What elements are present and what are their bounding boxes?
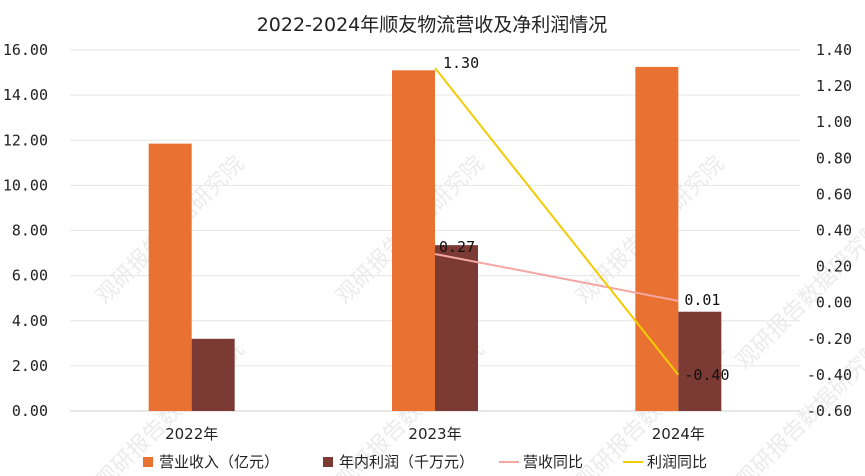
y-right-tick-label: -0.60	[807, 402, 852, 420]
series-line	[434, 67, 680, 376]
y-left-tick-label: 2.00	[12, 357, 48, 375]
legend-label: 营收同比	[523, 453, 583, 471]
legend-label: 利润同比	[647, 453, 707, 471]
x-tick-label: 2024年	[652, 425, 705, 443]
y-left-tick-label: 6.00	[12, 267, 48, 285]
y-right-tick-label: 0.20	[816, 258, 852, 276]
y-right-tick-label: 0.40	[816, 222, 852, 240]
bar	[435, 245, 478, 411]
x-tick-label: 2022年	[165, 425, 218, 443]
y-right-tick-label: 0.60	[816, 185, 852, 203]
bar	[191, 338, 235, 411]
data-label: 1.30	[443, 54, 479, 72]
legend-label: 营业收入（亿元）	[159, 453, 279, 471]
legend-label: 年内利润（千万元）	[339, 453, 474, 471]
line-series: 0.27 0.01 1.30 -0.40	[434, 54, 729, 384]
data-label: 0.01	[684, 291, 720, 309]
y-left-tick-label: 8.00	[12, 222, 48, 240]
bar	[635, 66, 679, 411]
y-right-tick-label: -0.40	[807, 366, 852, 384]
y-left-tick-label: 4.00	[12, 312, 48, 330]
y-right-tick-label: 1.00	[816, 113, 852, 131]
y-left-tick-label: 14.00	[3, 86, 48, 104]
bar	[678, 311, 722, 411]
legend: 营业收入（亿元） 年内利润（千万元） 营收同比 利润同比	[143, 453, 707, 471]
legend-swatch	[143, 457, 153, 467]
bar-series	[148, 66, 722, 412]
y-axis-right: -0.60 -0.40 -0.20 0.00 0.20 0.40 0.60 0.80 1.00 1…	[807, 41, 852, 420]
data-label: -0.40	[684, 366, 729, 384]
y-left-tick-label: 0.00	[12, 402, 48, 420]
chart-title: 2022-2024年顺友物流营收及净利润情况	[257, 14, 608, 36]
bar	[148, 143, 192, 411]
y-left-tick-label: 10.00	[3, 176, 48, 194]
y-axis-left: 0.00 2.00 4.00 6.00 8.00 10.00 12.00 14.00 16.00	[3, 41, 48, 420]
y-right-tick-label: 0.80	[816, 149, 852, 167]
y-left-tick-label: 12.00	[3, 131, 48, 149]
y-right-tick-label: -0.20	[807, 330, 852, 348]
y-right-tick-label: 1.20	[816, 77, 852, 95]
legend-swatch	[323, 457, 333, 467]
y-right-tick-label: 0.00	[816, 294, 852, 312]
y-left-tick-label: 16.00	[3, 41, 48, 59]
y-right-tick-label: 1.40	[816, 41, 852, 59]
x-tick-label: 2023年	[408, 425, 461, 443]
bar	[392, 70, 435, 412]
data-label: 0.27	[439, 238, 475, 256]
series-line	[434, 252, 679, 302]
x-axis: 2022年 2023年 2024年	[165, 425, 705, 443]
